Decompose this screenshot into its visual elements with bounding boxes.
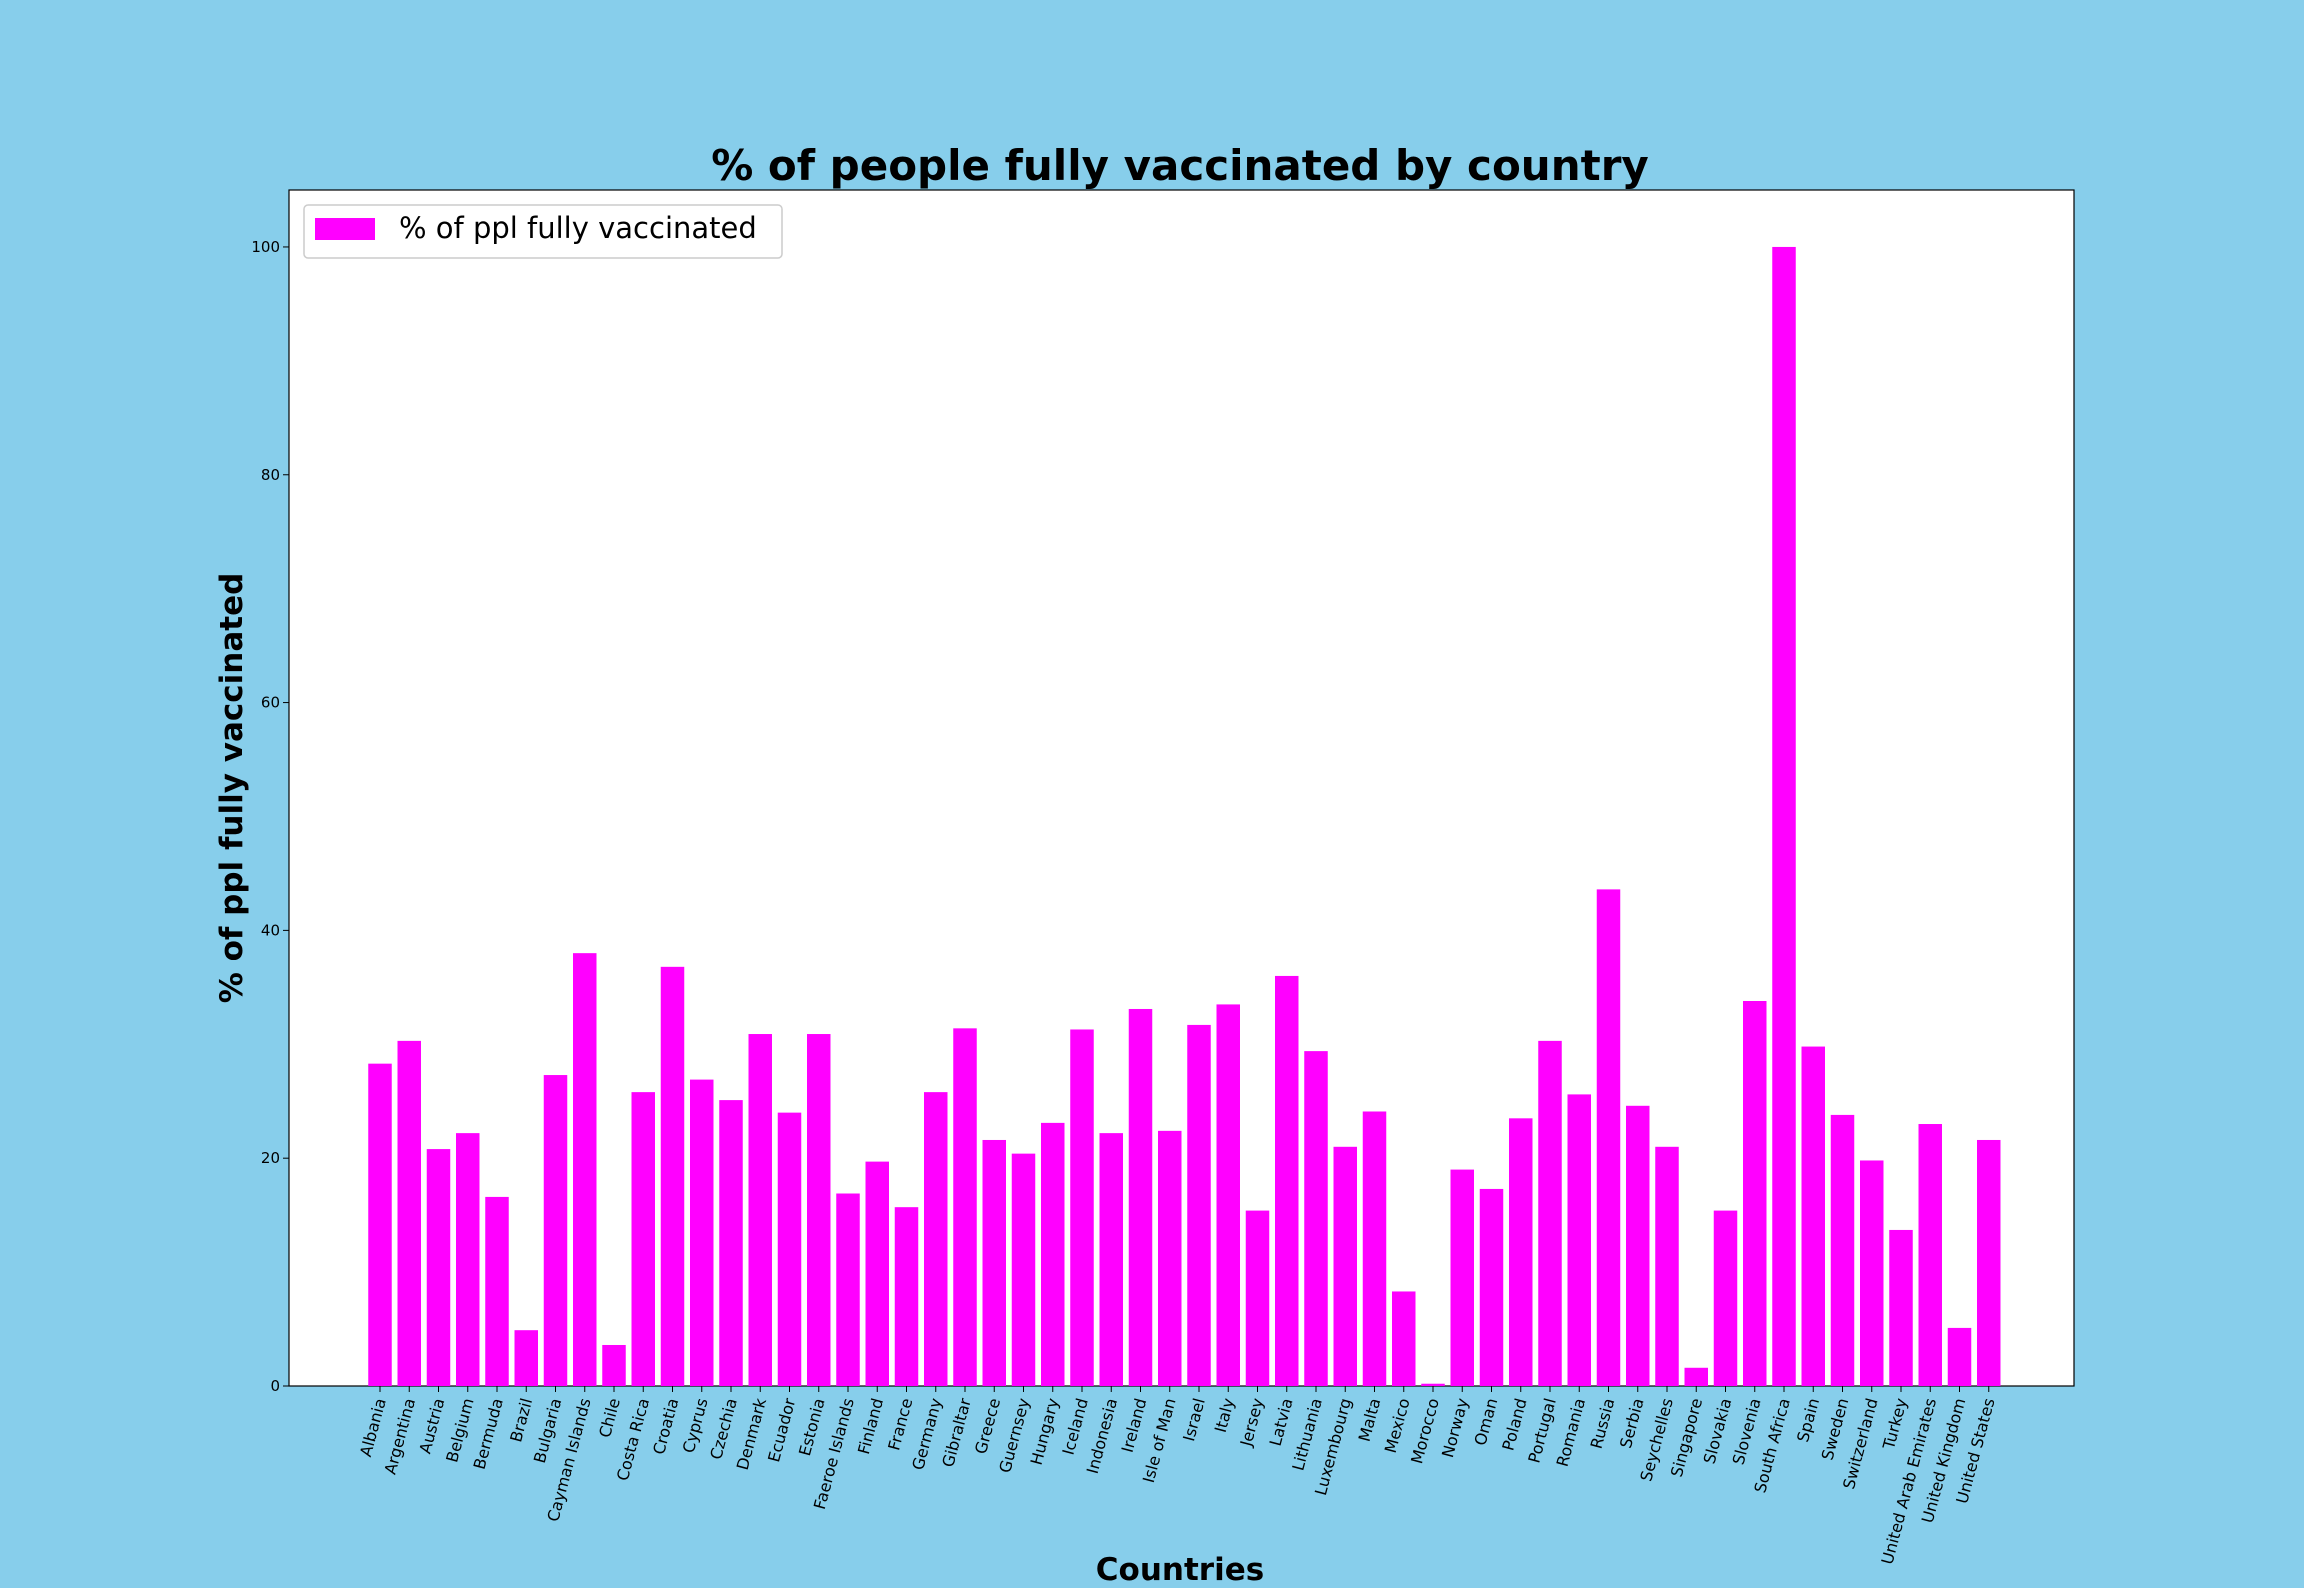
bar-austria xyxy=(426,1149,451,1386)
bar-ecuador xyxy=(777,1112,802,1386)
bar-romania xyxy=(1567,1094,1591,1386)
bar-czechia xyxy=(719,1100,743,1386)
legend-box xyxy=(303,204,783,259)
bar-denmark xyxy=(748,1034,772,1386)
legend-label: % of ppl fully vaccinated xyxy=(399,211,757,245)
bar-italy xyxy=(1216,1004,1240,1386)
y-tick-label: 60 xyxy=(261,694,280,712)
bar-switzerland xyxy=(1860,1160,1884,1386)
bar-argentina xyxy=(397,1040,421,1386)
bar-luxembourg xyxy=(1333,1146,1357,1386)
bar-germany xyxy=(924,1092,948,1386)
bar-oman xyxy=(1479,1188,1504,1386)
bars-group xyxy=(368,246,2001,1387)
y-tick-label: 0 xyxy=(270,1377,280,1395)
bar-singapore xyxy=(1684,1367,1708,1386)
y-tick-label: 100 xyxy=(251,238,280,256)
bar-bermuda xyxy=(485,1196,509,1386)
bar-latvia xyxy=(1275,975,1299,1386)
bar-estonia xyxy=(807,1034,831,1386)
legend: % of ppl fully vaccinated xyxy=(303,204,783,259)
bar-iceland xyxy=(1070,1029,1094,1386)
bar-mexico xyxy=(1392,1291,1416,1386)
y-tick-label: 20 xyxy=(261,1149,280,1167)
bar-indonesia xyxy=(1099,1133,1123,1386)
bar-south-africa xyxy=(1772,246,1796,1387)
bar-malta xyxy=(1362,1111,1387,1386)
bar-norway xyxy=(1450,1169,1474,1386)
bar-serbia xyxy=(1626,1105,1650,1386)
bar-croatia xyxy=(660,966,685,1386)
bar-chile xyxy=(602,1344,626,1386)
y-tick-label: 40 xyxy=(261,921,280,939)
bar-isle-of-man xyxy=(1158,1130,1182,1386)
y-axis-label: % of ppl fully vaccinated xyxy=(214,573,250,1004)
bar-united-arab-emirates xyxy=(1918,1124,1942,1386)
bar-cayman-islands xyxy=(573,953,597,1386)
bar-sweden xyxy=(1830,1114,1855,1386)
bar-albania xyxy=(368,1063,392,1386)
bar-united-states xyxy=(1977,1139,2001,1386)
bar-jersey xyxy=(1245,1210,1270,1386)
x-axis-label: Countries xyxy=(1096,1552,1264,1584)
bar-portugal xyxy=(1538,1040,1562,1386)
bar-united-kingdom xyxy=(1947,1327,1972,1386)
bar-guernsey xyxy=(1011,1153,1036,1386)
bar-cyprus xyxy=(690,1079,714,1386)
bar-morocco xyxy=(1421,1383,1445,1386)
bar-israel xyxy=(1187,1024,1211,1386)
bar-spain xyxy=(1801,1046,1825,1386)
bar-bulgaria xyxy=(543,1075,568,1386)
y-axis: 0 20 40 60 80 100 xyxy=(251,238,289,1395)
bar-belgium xyxy=(456,1133,480,1386)
bar-slovakia xyxy=(1713,1210,1738,1386)
legend-swatch xyxy=(315,218,375,240)
bar-faeroe-islands xyxy=(836,1193,860,1386)
bar-lithuania xyxy=(1304,1051,1328,1386)
bar-ireland xyxy=(1128,1008,1153,1386)
bar-greece xyxy=(982,1139,1006,1386)
y-tick-label: 80 xyxy=(261,466,280,484)
bar-turkey xyxy=(1889,1229,1913,1386)
bar-seychelles xyxy=(1655,1146,1679,1386)
bar-costa-rica xyxy=(631,1092,655,1386)
bar-hungary xyxy=(1041,1122,1065,1386)
bar-brazil xyxy=(514,1330,538,1386)
bar-slovenia xyxy=(1743,1001,1767,1386)
bar-finland xyxy=(865,1161,889,1386)
bar-poland xyxy=(1509,1118,1533,1386)
chart-title: % of people fully vaccinated by country xyxy=(711,141,1649,190)
bar-france xyxy=(894,1207,919,1386)
bar-gibraltar xyxy=(953,1028,977,1386)
bar-russia xyxy=(1596,889,1621,1386)
